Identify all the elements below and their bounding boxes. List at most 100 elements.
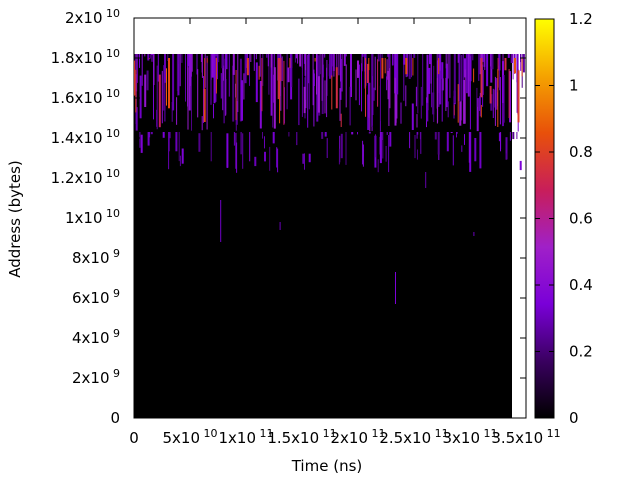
heatmap-cell <box>468 132 470 163</box>
heatmap-cell <box>482 70 484 95</box>
heatmap-cell <box>191 76 192 131</box>
x-tick-label: 5x10 10 <box>162 427 217 447</box>
heatmap-cell <box>522 54 525 73</box>
heatmap-cell <box>490 54 493 83</box>
heatmap-cell <box>144 74 147 107</box>
heatmap-cell <box>177 54 180 96</box>
heatmap-cell <box>297 54 299 64</box>
heatmap-cell <box>387 54 389 57</box>
heatmap-cell <box>430 54 432 84</box>
heatmap-cell <box>385 146 387 162</box>
heatmap-cell <box>201 54 203 78</box>
heatmap-cell <box>166 68 167 106</box>
heatmap-cell <box>213 103 214 119</box>
heatmap-cell <box>377 59 379 107</box>
heatmap-cell <box>509 132 511 141</box>
heatmap-cell <box>472 54 474 61</box>
heatmap-cell <box>499 77 501 125</box>
heatmap-cell <box>357 132 358 135</box>
heatmap-cell <box>335 67 338 109</box>
heatmap-cell <box>323 64 324 78</box>
heatmap-cell <box>505 153 507 160</box>
heatmap-background <box>134 54 512 418</box>
heatmap-cell <box>512 132 515 140</box>
heatmap-cell <box>270 54 272 68</box>
heatmap-cell <box>372 54 374 115</box>
heatmap-cell <box>317 76 320 113</box>
colorbar-tick-label: 0.2 <box>569 343 593 361</box>
heatmap-cell <box>372 87 375 101</box>
heatmap-cell <box>416 114 418 128</box>
heatmap-cell <box>236 142 238 173</box>
heatmap-cell <box>277 148 279 173</box>
heatmap-cell <box>253 54 255 56</box>
heatmap-cell <box>139 54 140 68</box>
heatmap-cell <box>521 58 523 77</box>
heatmap-cell <box>235 132 237 169</box>
heatmap-cell <box>345 54 347 57</box>
heatmap-cell <box>520 54 522 71</box>
heatmap-cell <box>226 150 228 168</box>
heatmap-cell <box>225 79 227 115</box>
heatmap-cell <box>498 132 501 142</box>
heatmap-cell <box>258 65 260 80</box>
heatmap-cell <box>502 54 504 76</box>
heatmap-cell <box>479 132 482 169</box>
heatmap-cell <box>146 70 149 91</box>
heatmap-cell <box>253 54 255 71</box>
heatmap-cell <box>272 74 275 103</box>
heatmap-cell <box>405 85 407 107</box>
heatmap-cell <box>510 54 513 63</box>
heatmap-cell <box>144 54 146 57</box>
heatmap-cell <box>349 86 351 126</box>
heatmap-cell <box>255 62 258 103</box>
heatmap-cell <box>517 70 520 123</box>
heatmap-cell <box>361 54 364 57</box>
heatmap-cell <box>409 132 411 149</box>
heatmap-cell <box>375 134 376 158</box>
heatmap-cell <box>235 70 237 121</box>
heatmap-cell <box>491 54 494 70</box>
heatmap-cell <box>414 135 416 159</box>
heatmap-cell <box>476 98 479 132</box>
heatmap-cell <box>196 54 198 75</box>
heatmap-cell <box>380 54 381 122</box>
heatmap-cell <box>338 148 340 165</box>
heatmap-cell <box>286 54 288 110</box>
heatmap-cell <box>503 75 505 123</box>
heatmap-cell <box>223 54 225 81</box>
heatmap-cell <box>379 132 382 164</box>
heatmap-cell <box>191 54 193 72</box>
heatmap-cell <box>400 102 402 124</box>
heatmap-cell <box>203 76 204 123</box>
heatmap-cell <box>220 73 222 99</box>
heatmap-cell <box>428 67 431 94</box>
heatmap-cell <box>357 60 359 78</box>
heatmap-cell <box>479 54 481 75</box>
heatmap-cell <box>474 138 477 162</box>
heatmap-cell <box>178 54 179 64</box>
heatmap-cell <box>273 67 276 129</box>
heatmap-cell <box>181 148 184 164</box>
heatmap-cell <box>140 134 143 153</box>
heatmap-cell <box>321 54 323 101</box>
heatmap-cell <box>150 132 153 135</box>
heatmap-cell <box>469 132 472 172</box>
colorbar-tick-label: 1.2 <box>569 10 593 28</box>
heatmap-cell <box>480 58 483 98</box>
heatmap-cell <box>512 54 514 80</box>
heatmap-cell <box>177 54 179 96</box>
heatmap-cell <box>261 58 263 112</box>
x-tick-label: 2x10 11 <box>330 427 385 447</box>
heatmap-cell <box>486 54 489 87</box>
heatmap-cell <box>365 58 366 117</box>
heatmap-cell <box>456 132 457 138</box>
heatmap-cell <box>148 58 150 59</box>
heatmap-cell <box>269 146 271 171</box>
heatmap-cell <box>464 134 465 145</box>
heatmap-cell <box>303 54 305 64</box>
y-tick-label: 1.4x10 10 <box>51 127 120 147</box>
heatmap-cell <box>164 57 166 122</box>
heatmap-cell <box>316 54 319 122</box>
heatmap-cell <box>198 133 201 152</box>
